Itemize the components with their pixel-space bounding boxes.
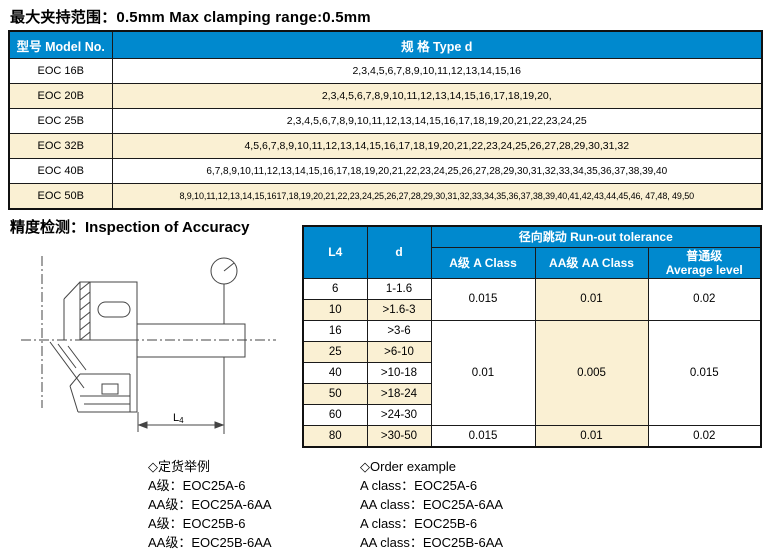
spec-cell: 2,3,4,5,6,7,8,9,10,11,12,13,14,15,16,17,… [111,83,763,109]
order-example-en: ◇Order example A class：EOC25A-6 AA class… [360,457,503,552]
spec-cell: 4,5,6,7,8,9,10,11,12,13,14,15,16,17,18,1… [111,133,763,159]
average-tolerance-cell: 0.02 [647,424,762,447]
order-example-en-title: ◇Order example [360,459,456,474]
model-no-cell: EOC 32B [8,133,113,159]
aa-class-tolerance-cell: 0.005 [534,319,649,426]
order-example-zh-title: ◇定货举例 [148,459,210,474]
model-spec-table: 型号 Model No. 规 格 Type d EOC 16B 2,3,4,5,6… [8,30,763,210]
collet-runout-drawing-icon: L4 [21,256,276,434]
order-line: AA级：EOC25B-6AA [148,535,272,550]
order-line: A class：EOC25B-6 [360,516,478,531]
runout-tolerance-header: 径向跳动 Run-out tolerance [430,225,762,248]
model-table-row: EOC 50B 8,9,10,11,12,13,14,15,1617,18,19,… [8,183,763,210]
model-no-cell: EOC 40B [8,158,113,184]
d-column-header: d [366,225,432,279]
d-cell: >30-50 [366,424,432,447]
average-tolerance-cell: 0.02 [647,277,762,321]
aa-class-tolerance-cell: 0.01 [534,424,649,447]
dim-label-l4: L4 [173,412,184,425]
d-cell: >6-10 [366,340,432,363]
spec-cell: 2,3,4,5,6,7,8,9,10,11,12,13,14,15,16,17,… [111,108,763,134]
accuracy-header-row2: A级 A Class AA级 AA Class 普通级 Average leve… [303,246,762,279]
page-title: 最大夹持范围：0.5mm Max clamping range:0.5mm [10,9,371,26]
accuracy-diagram: L4 [18,244,280,456]
model-table-row: EOC 32B 4,5,6,7,8,9,10,11,12,13,14,15,16,… [8,133,763,159]
l4-cell: 6 [302,277,368,300]
average-level-zh: 普通级 [686,248,723,263]
d-cell: >10-18 [366,361,432,384]
a-class-tolerance-cell: 0.015 [430,277,536,321]
model-no-cell: EOC 25B [8,108,113,134]
order-line: A级：EOC25A-6 [148,478,246,493]
section-title: 精度检测：Inspection of Accuracy [10,219,250,236]
accuracy-table-row: 25 >6-10 [302,340,761,363]
a-class-header: A级 A Class [430,246,536,279]
d-cell: >24-30 [366,403,432,426]
model-table-row: EOC 20B 2,3,4,5,6,7,8,9,10,11,12,13,14,15… [8,83,763,109]
accuracy-table: L4 d 径向跳动 Run-out tolerance A级 A Class A… [302,225,763,448]
l4-cell: 80 [302,424,368,447]
l4-cell: 16 [302,319,368,342]
order-example-zh: ◇定货举例 A级：EOC25A-6 AA级：EOC25A-6AA A级：EOC2… [148,457,272,552]
accuracy-table-row: 10 >1.6-3 [302,298,761,321]
l4-cell: 25 [302,340,368,363]
model-table-row: EOC 16B 2,3,4,5,6,7,8,9,10,11,12,13,14,15… [8,58,763,84]
model-no-cell: EOC 20B [8,83,113,109]
accuracy-table-row: 60 >24-30 [302,403,761,426]
a-class-tolerance-cell: 0.01 [430,319,536,426]
model-table-header-row: 型号 Model No. 规 格 Type d [8,30,763,59]
l4-column-header: L4 [302,225,368,279]
l4-cell: 40 [302,361,368,384]
order-line: A级：EOC25B-6 [148,516,246,531]
model-no-header: 型号 Model No. [8,30,113,59]
d-cell: >1.6-3 [366,298,432,321]
model-table-row: EOC 40B 6,7,8,9,10,11,12,13,14,15,16,17,1… [8,158,763,184]
d-cell: >3-6 [366,319,432,342]
type-d-header: 规 格 Type d [111,30,763,59]
spec-cell: 8,9,10,11,12,13,14,15,1617,18,19,20,21,2… [111,183,763,210]
order-line: A class：EOC25A-6 [360,478,478,493]
spec-cell: 2,3,4,5,6,7,8,9,10,11,12,13,14,15,16 [111,58,763,84]
a-class-tolerance-cell: 0.015 [430,424,536,447]
accuracy-header-row1: L4 d 径向跳动 Run-out tolerance [302,225,762,279]
accuracy-table-row: 80 >30-50 0.015 0.01 0.02 [302,424,762,447]
accuracy-table-row: 40 >10-18 [302,361,761,384]
accuracy-table-row: 16 >3-6 0.01 0.005 0.015 [302,319,762,426]
spec-cell: 6,7,8,9,10,11,12,13,14,15,16,17,18,19,20… [111,158,763,184]
model-table-row: EOC 25B 2,3,4,5,6,7,8,9,10,11,12,13,14,15… [8,108,763,134]
order-line: AA class：EOC25B-6AA [360,535,504,550]
l4-cell: 10 [302,298,368,321]
average-tolerance-cell: 0.015 [647,319,762,426]
l4-cell: 60 [302,403,368,426]
aa-class-tolerance-cell: 0.01 [534,277,649,321]
accuracy-table-row: 50 >18-24 [302,382,761,405]
order-line: AA class：EOC25A-6AA [360,497,504,512]
d-cell: >18-24 [366,382,432,405]
accuracy-table-row: 6 1-1.6 0.015 0.01 0.02 [302,277,762,321]
l4-cell: 50 [302,382,368,405]
model-no-cell: EOC 16B [8,58,113,84]
average-level-header: 普通级 Average level [647,246,762,279]
order-line: AA级：EOC25A-6AA [148,497,272,512]
model-no-cell: EOC 50B [8,183,113,210]
d-cell: 1-1.6 [366,277,432,300]
aa-class-header: AA级 AA Class [534,246,649,279]
average-level-en: Average level [665,262,743,277]
